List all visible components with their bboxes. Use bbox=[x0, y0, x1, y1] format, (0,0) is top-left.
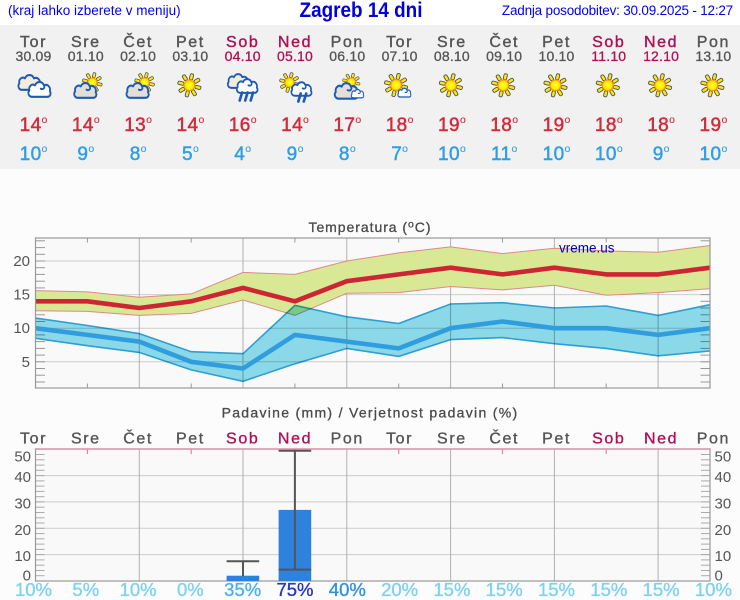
svg-text:20: 20 bbox=[14, 522, 31, 539]
svg-text:75%: 75% bbox=[276, 579, 313, 600]
svg-text:vreme.us: vreme.us bbox=[559, 241, 615, 256]
svg-text:5: 5 bbox=[22, 354, 30, 371]
svg-text:Ned: Ned bbox=[644, 430, 678, 447]
svg-text:10: 10 bbox=[715, 548, 732, 565]
svg-text:20: 20 bbox=[715, 522, 732, 539]
svg-text:30: 30 bbox=[14, 495, 31, 512]
svg-text:Čet: Čet bbox=[489, 428, 519, 447]
svg-text:20: 20 bbox=[13, 253, 30, 270]
svg-text:Sre: Sre bbox=[437, 430, 467, 447]
svg-text:Sre: Sre bbox=[71, 430, 101, 447]
svg-text:10: 10 bbox=[14, 548, 31, 565]
svg-text:50: 50 bbox=[715, 449, 732, 466]
svg-text:20%: 20% bbox=[381, 579, 418, 600]
svg-text:35%: 35% bbox=[224, 579, 261, 600]
svg-text:40: 40 bbox=[715, 469, 732, 486]
svg-text:Ned: Ned bbox=[278, 430, 312, 447]
svg-text:0%: 0% bbox=[177, 579, 204, 600]
svg-text:10%: 10% bbox=[15, 579, 52, 600]
svg-text:10%: 10% bbox=[120, 579, 157, 600]
svg-text:Pet: Pet bbox=[176, 430, 205, 447]
svg-text:5%: 5% bbox=[72, 579, 99, 600]
svg-text:Pon: Pon bbox=[331, 430, 364, 447]
svg-text:15%: 15% bbox=[590, 579, 627, 600]
svg-text:15%: 15% bbox=[538, 579, 575, 600]
svg-text:30: 30 bbox=[715, 495, 732, 512]
svg-text:15%: 15% bbox=[643, 579, 680, 600]
svg-text:15: 15 bbox=[13, 287, 30, 304]
svg-text:50: 50 bbox=[14, 449, 31, 466]
svg-text:Padavine (mm) / Verjetnost pad: Padavine (mm) / Verjetnost padavin (%) bbox=[222, 405, 519, 421]
svg-text:10: 10 bbox=[13, 320, 30, 337]
svg-text:40%: 40% bbox=[329, 579, 366, 600]
svg-text:15%: 15% bbox=[486, 579, 523, 600]
svg-text:15%: 15% bbox=[433, 579, 470, 600]
svg-text:Tor: Tor bbox=[20, 430, 47, 447]
svg-text:0: 0 bbox=[715, 568, 723, 585]
svg-text:Sob: Sob bbox=[592, 430, 625, 447]
svg-text:Pon: Pon bbox=[697, 430, 730, 447]
svg-text:0: 0 bbox=[23, 568, 31, 585]
svg-text:Čet: Čet bbox=[123, 428, 153, 447]
svg-text:40: 40 bbox=[14, 469, 31, 486]
svg-text:Tor: Tor bbox=[386, 430, 413, 447]
svg-text:10%: 10% bbox=[695, 579, 732, 600]
svg-text:Sob: Sob bbox=[226, 430, 259, 447]
svg-text:Pet: Pet bbox=[542, 430, 571, 447]
svg-text:Temperatura (oC): Temperatura (oC) bbox=[309, 218, 432, 235]
